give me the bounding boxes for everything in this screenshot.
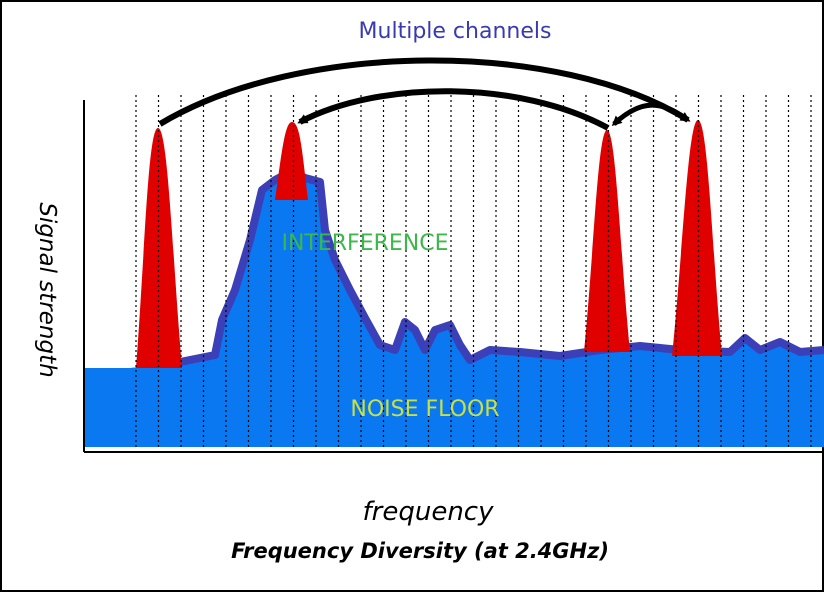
- channel-lines: [135, 95, 812, 450]
- channel-peak: [672, 120, 722, 356]
- y-axis-label: Signal strength: [34, 202, 60, 377]
- caption: Frequency Diversity (at 2.4GHz): [231, 539, 609, 563]
- noise-floor-label: NOISE FLOOR: [350, 397, 499, 422]
- hop-arrow: [297, 88, 610, 131]
- hop-arrow: [611, 102, 687, 127]
- x-axis-label: frequency: [363, 497, 495, 527]
- channel-peak: [584, 130, 630, 352]
- noise-floor: [84, 172, 824, 447]
- hop-arrow: [158, 57, 691, 127]
- interference-label: INTERFERENCE: [281, 231, 448, 256]
- channel-peak: [136, 128, 182, 368]
- title: Multiple channels: [359, 19, 552, 44]
- channel-peak: [275, 122, 308, 200]
